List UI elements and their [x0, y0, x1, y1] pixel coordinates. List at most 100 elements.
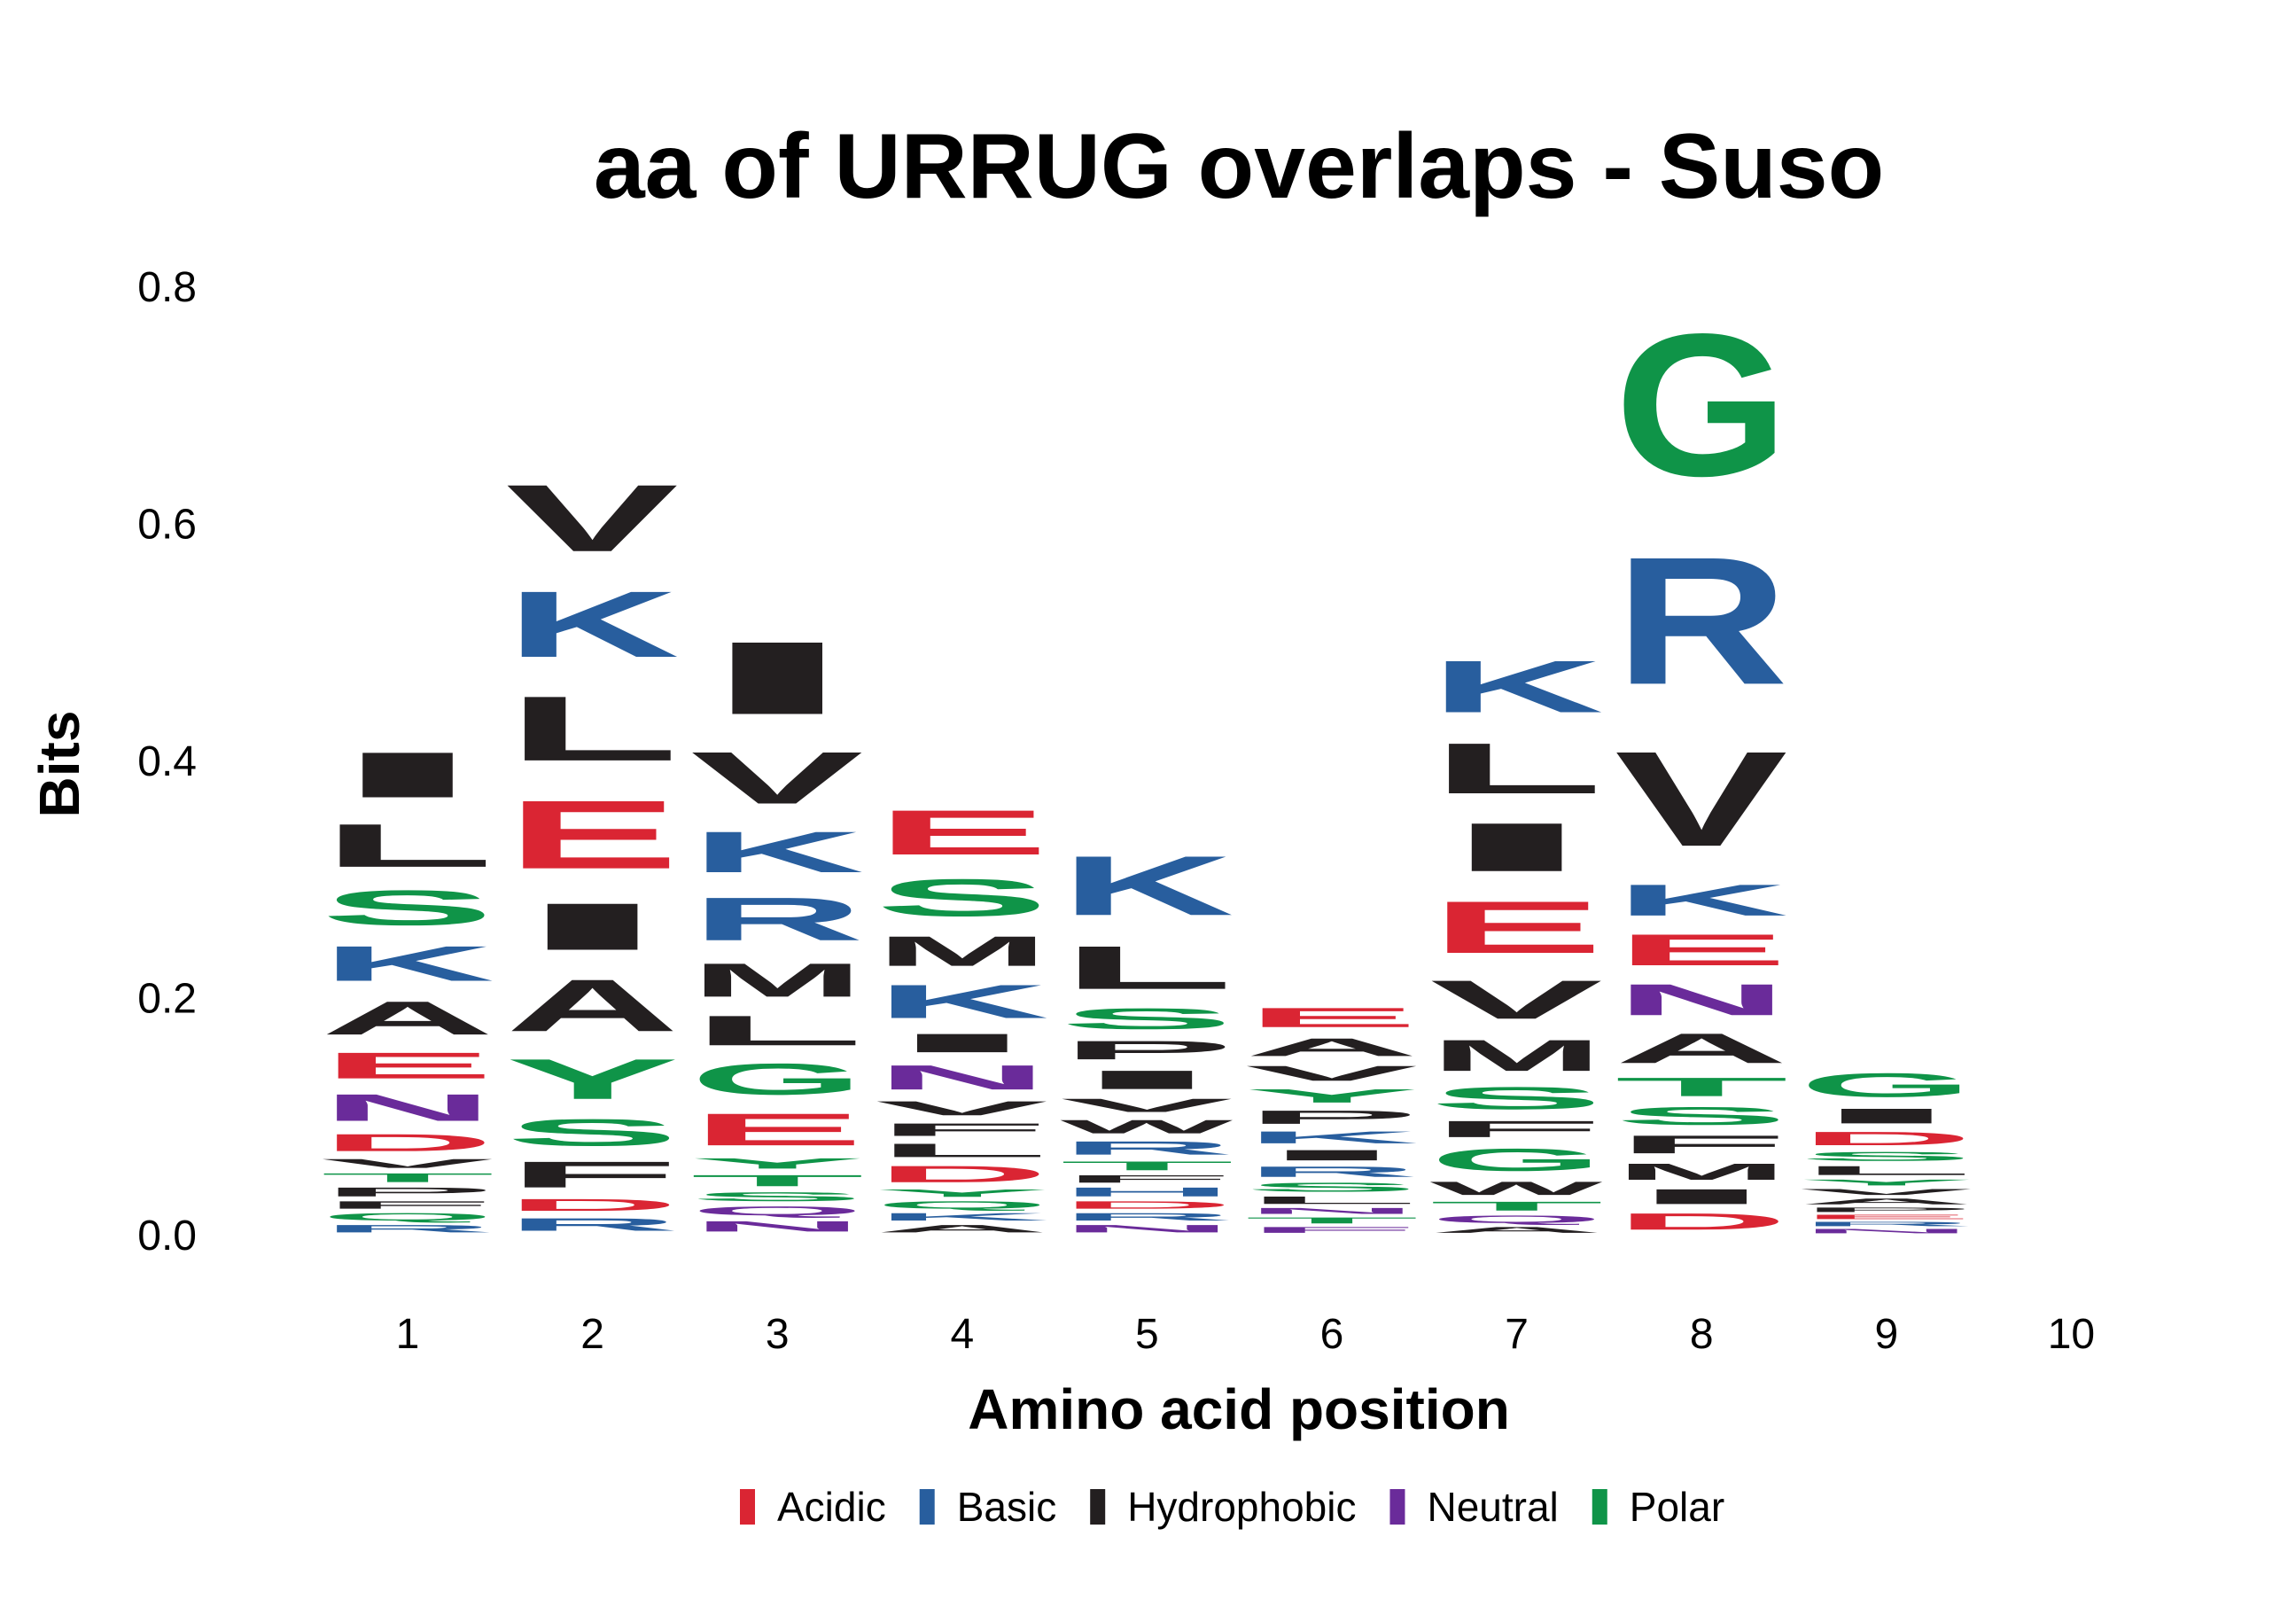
logo-letter: E — [690, 1104, 864, 1155]
logo-letter: Q — [876, 1199, 1049, 1211]
logo-letter: I — [876, 1028, 1049, 1057]
logo-letter: N — [1245, 1206, 1419, 1216]
letter-stacks: RQFPTVDNEAKSLIRDFSYAIELKVNQSTYEGLMRKVIAK… — [321, 292, 1973, 1234]
x-tick-label: 8 — [1690, 1311, 1714, 1358]
logo-letter: G — [1800, 1066, 1973, 1104]
logo-letter: K — [690, 819, 864, 885]
logo-letter: S — [876, 868, 1049, 927]
logo-letter: F — [876, 1119, 1049, 1140]
legend-swatch — [740, 1489, 755, 1525]
x-tick-label: 6 — [1320, 1311, 1344, 1358]
logo-letter: S — [1615, 1102, 1788, 1130]
logo-letter: I — [1430, 809, 1604, 886]
logo-letter: M — [1430, 1031, 1604, 1080]
logo-letter: D — [876, 1161, 1049, 1187]
logo-letter: W — [1430, 1178, 1604, 1199]
logo-letter: S — [506, 1112, 680, 1154]
logo-letter: P — [1245, 1106, 1419, 1127]
logo-letter: N — [1800, 1228, 1973, 1235]
y-tick-label: 0.2 — [137, 976, 197, 1023]
logo-letter: A — [1800, 1197, 1973, 1206]
x-axis-ticks: 1 2 3 4 5 6 7 8 9 10 — [396, 1311, 2095, 1358]
logo-letter: L — [876, 1140, 1049, 1161]
logo-letter: S — [321, 880, 494, 936]
logo-letter: K — [876, 1211, 1049, 1222]
logo-letter: G — [690, 1055, 864, 1104]
logo-letter: A — [876, 1223, 1049, 1235]
logo-letter: V — [690, 737, 863, 820]
logo-letter: F — [1615, 1130, 1788, 1158]
logo-letter: T — [1430, 1199, 1604, 1213]
logo-letter: K — [876, 975, 1049, 1028]
legend-item: Neutral — [1389, 1484, 1559, 1530]
logo-letter: M — [690, 954, 864, 1007]
logo-letter: I — [506, 890, 680, 964]
x-tick-label: 7 — [1505, 1311, 1529, 1358]
logo-letter: G — [1430, 1143, 1604, 1178]
logo-letter: E — [1245, 1002, 1419, 1034]
legend-item: Acidic — [740, 1484, 886, 1530]
logo-letter: T — [1245, 1216, 1419, 1226]
logo-letter: N — [321, 1087, 494, 1129]
logo-letter: N — [876, 1058, 1049, 1097]
logo-letter: R — [1615, 519, 1788, 723]
legend-label: Polar — [1630, 1484, 1724, 1530]
legend-item: Polar — [1592, 1484, 1724, 1530]
logo-letter: M — [876, 927, 1049, 974]
x-tick-label: 1 — [396, 1311, 420, 1358]
logo-letter: S — [1245, 1180, 1419, 1194]
logo-letter: L — [1060, 933, 1234, 1002]
logo-letter: I — [1245, 1147, 1419, 1164]
logo-letter: V — [1430, 969, 1603, 1030]
logo-letter: Q — [690, 1204, 864, 1218]
logo-letter: T — [690, 1172, 864, 1190]
legend-item: Basic — [919, 1484, 1056, 1530]
logo-letter: A — [506, 964, 680, 1048]
legend-label: Hydrophobic — [1127, 1484, 1356, 1530]
logo-letter: V — [506, 465, 679, 572]
logo-letter: Y — [690, 1155, 864, 1172]
y-tick-label: 0.8 — [137, 264, 197, 311]
logo-letter: A — [321, 992, 494, 1045]
logo-letter: I — [321, 739, 494, 811]
logo-letter: A — [1245, 1033, 1419, 1061]
logo-letter: F — [1245, 1225, 1419, 1235]
y-tick-label: 0.6 — [137, 502, 197, 549]
logo-letter: T — [321, 1171, 494, 1185]
logo-letter: R — [321, 1223, 494, 1235]
logo-letter: E — [1615, 925, 1788, 975]
logo-letter: F — [321, 1199, 494, 1211]
logo-letter: K — [1060, 838, 1234, 933]
logo-letter: L — [1430, 728, 1604, 808]
logo-letter: Y — [1800, 1178, 1973, 1188]
legend-swatch — [919, 1489, 935, 1525]
legend-swatch — [1389, 1489, 1405, 1525]
y-axis-title: Bits — [27, 711, 91, 818]
logo-letter: L — [321, 811, 494, 879]
logo-letter: L — [506, 677, 680, 780]
logo-letter: W — [1060, 1116, 1234, 1137]
logo-letter: Y — [876, 1188, 1049, 1199]
logo-letter: A — [1615, 1025, 1788, 1072]
logo-letter: N — [1615, 975, 1788, 1025]
logo-letter: V — [1060, 1095, 1233, 1116]
logo-letter: D — [1800, 1128, 1973, 1150]
logo-letter: F — [506, 1154, 680, 1196]
logo-letter: L — [1245, 1194, 1419, 1205]
logo-letter: Y — [506, 1048, 680, 1112]
logo-letter: D — [1615, 1208, 1788, 1234]
logo-letter: V — [1800, 1187, 1973, 1197]
logo-letter: S — [1800, 1150, 1973, 1164]
legend-swatch — [1592, 1489, 1607, 1525]
logo-letter: Y — [1245, 1085, 1419, 1106]
legend-item: Hydrophobic — [1090, 1484, 1356, 1530]
x-tick-label: 4 — [950, 1311, 974, 1358]
logo-letter: R — [1060, 1211, 1234, 1222]
